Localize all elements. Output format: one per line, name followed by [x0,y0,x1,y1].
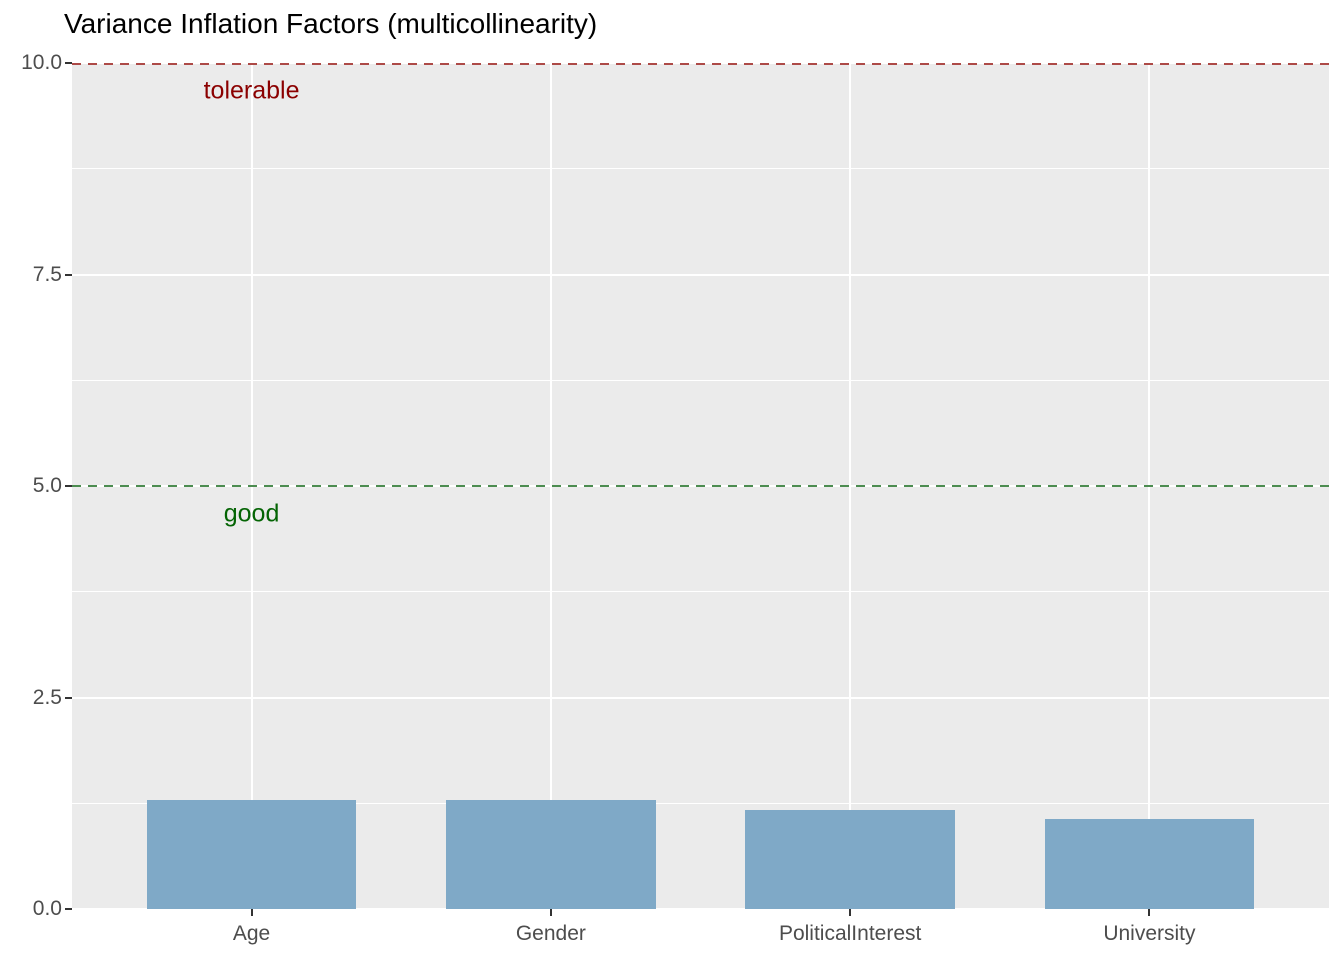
major-gridline [72,696,1329,699]
y-tick-mark [65,908,72,910]
y-tick-label: 10.0 [21,51,62,74]
x-tick-mark [549,909,552,916]
y-tick-label: 5.0 [32,474,62,497]
x-tick-label-age: Age [232,922,271,945]
chart-title: Variance Inflation Factors (multicolline… [64,8,598,39]
x-tick-mark [1148,909,1151,916]
y-tick-label: 0.0 [32,897,62,920]
y-tick-label: 7.5 [32,262,62,286]
minor-gridline [72,379,1329,381]
bar-gender [446,799,656,909]
bar-age [146,799,357,909]
bar-university [1044,819,1255,909]
x-tick-mark [849,909,852,916]
reference-line-good [72,485,1329,487]
x-tick-label-university: University [1103,922,1196,945]
y-tick-mark [65,485,72,487]
minor-gridline [72,591,1329,593]
y-tick-mark [65,62,72,64]
y-tick-mark [65,273,72,276]
reference-line-tolerable [72,63,1329,65]
annotation-good: good [223,499,280,528]
x-tick-label-gender: Gender [515,922,586,945]
bar-politicalinterest [745,810,955,909]
y-tick-label: 2.5 [32,685,62,709]
annotation-tolerable: tolerable [203,76,300,105]
y-tick-mark [65,696,72,699]
x-tick-mark [250,909,253,916]
minor-gridline [72,802,1329,804]
plot-panel: tolerable good [72,63,1329,909]
minor-gridline [72,168,1329,170]
x-tick-label-politicalinterest: PoliticalInterest [778,922,922,945]
major-gridline [72,273,1329,276]
major-gridline [72,908,1329,909]
